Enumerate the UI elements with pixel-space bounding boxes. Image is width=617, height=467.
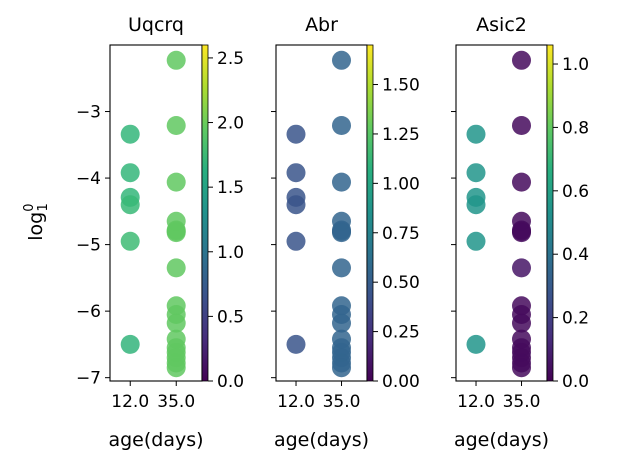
colorbar-tick-label: 1.50 (382, 76, 420, 96)
figure-ylabel: log01 (22, 203, 51, 241)
colorbar-tick-label: 0.0 (217, 372, 244, 392)
colorbar (366, 44, 374, 382)
scatter-point (466, 124, 486, 144)
colorbar-tick-label: 0.6 (562, 182, 589, 202)
scatter-point (332, 313, 351, 333)
x-tick-label: 35.0 (157, 392, 195, 412)
scatter-point (466, 231, 486, 251)
scatter-point (166, 313, 186, 333)
panel-1: Abr 12.0 35.0 age(days) 0.00 0.25 0.50 0.75 1.00… (271, 14, 420, 451)
y-tick-label: −7 (76, 369, 101, 389)
axes-frame (275, 44, 368, 382)
colorbar-tick-label: 1.25 (382, 125, 420, 145)
panel-2: Asic2 12.0 35.0 age(days) 0.0 0.2 0.4 0.6 0.8 1.0 (451, 14, 589, 451)
scatter-point (120, 334, 140, 354)
colorbar-tick-label: 0.00 (382, 372, 420, 392)
scatter-point (466, 163, 486, 183)
axes-frame (455, 44, 548, 382)
x-axis-label: age(days) (274, 429, 369, 451)
panel-title: Asic2 (476, 14, 527, 36)
colorbar-tick-label: 0.5 (217, 307, 244, 327)
scatter-point (286, 124, 306, 144)
colorbar-tick-label: 1.0 (562, 55, 589, 75)
scatter-point (332, 50, 351, 70)
x-tick-label: 12.0 (277, 392, 315, 412)
scatter-point (120, 163, 140, 183)
scatter-point (166, 50, 186, 70)
x-tick-label: 35.0 (323, 392, 361, 412)
y-tick-label: −6 (76, 302, 101, 322)
scatter-point (120, 124, 140, 144)
scatter-point (166, 258, 186, 278)
scatter-point (286, 195, 306, 215)
colorbar-tick-label: 1.5 (217, 178, 244, 198)
scatter-point (286, 334, 306, 354)
scatter-point (332, 358, 351, 378)
scatter-point (512, 258, 531, 278)
y-tick-label: −4 (76, 169, 101, 189)
panel-title: Uqcrq (128, 14, 184, 36)
x-tick-label: 12.0 (111, 392, 149, 412)
colorbar-tick-label: 0.25 (382, 323, 420, 343)
scatter-point (512, 223, 531, 243)
scatter-point (512, 172, 531, 192)
scatter-point (332, 258, 351, 278)
axes-frame (109, 44, 203, 382)
colorbar (546, 44, 554, 382)
scatter-point (512, 313, 531, 333)
x-tick-label: 12.0 (457, 392, 495, 412)
colorbar-tick-label: 2.5 (217, 49, 244, 69)
scatter-point (332, 172, 351, 192)
colorbar-tick-label: 0.4 (562, 245, 589, 265)
scatter-point (466, 334, 486, 354)
colorbar-tick-label: 0.0 (562, 372, 589, 392)
scatter-point (166, 172, 186, 192)
colorbar-tick-label: 0.50 (382, 273, 420, 293)
x-axis-label: age(days) (454, 429, 549, 451)
scatter-point (332, 223, 351, 243)
x-tick-label: 35.0 (503, 392, 541, 412)
colorbar-tick-label: 1.0 (217, 243, 244, 263)
scatter-point (166, 358, 186, 378)
colorbar-tick-label: 2.0 (217, 114, 244, 134)
y-tick-label: −5 (76, 236, 101, 256)
scatter-point (512, 358, 531, 378)
colorbar-tick-label: 0.75 (382, 224, 420, 244)
colorbar-tick-label: 0.2 (562, 309, 589, 329)
scatter-point (466, 195, 486, 215)
colorbar-tick-label: 0.8 (562, 118, 589, 138)
scatter-point (512, 116, 531, 135)
scatter-point (512, 50, 531, 70)
scatter-point (120, 195, 140, 215)
scatter-point (166, 223, 186, 243)
scatter-point (120, 231, 140, 251)
scatter-point (332, 116, 351, 135)
scatter-point (286, 163, 306, 183)
x-axis-label: age(days) (108, 429, 203, 451)
colorbar (201, 44, 209, 382)
scatter-point (286, 231, 306, 251)
panel-0: Uqcrq −3 −4 −5 −6 −7 12.0 35.0 age(days) 0.0 0.5 1.… (76, 14, 244, 451)
colorbar-tick-label: 1.00 (382, 174, 420, 194)
scatter-point (166, 116, 186, 135)
y-tick-label: −3 (76, 103, 101, 123)
panel-title: Abr (305, 14, 338, 36)
